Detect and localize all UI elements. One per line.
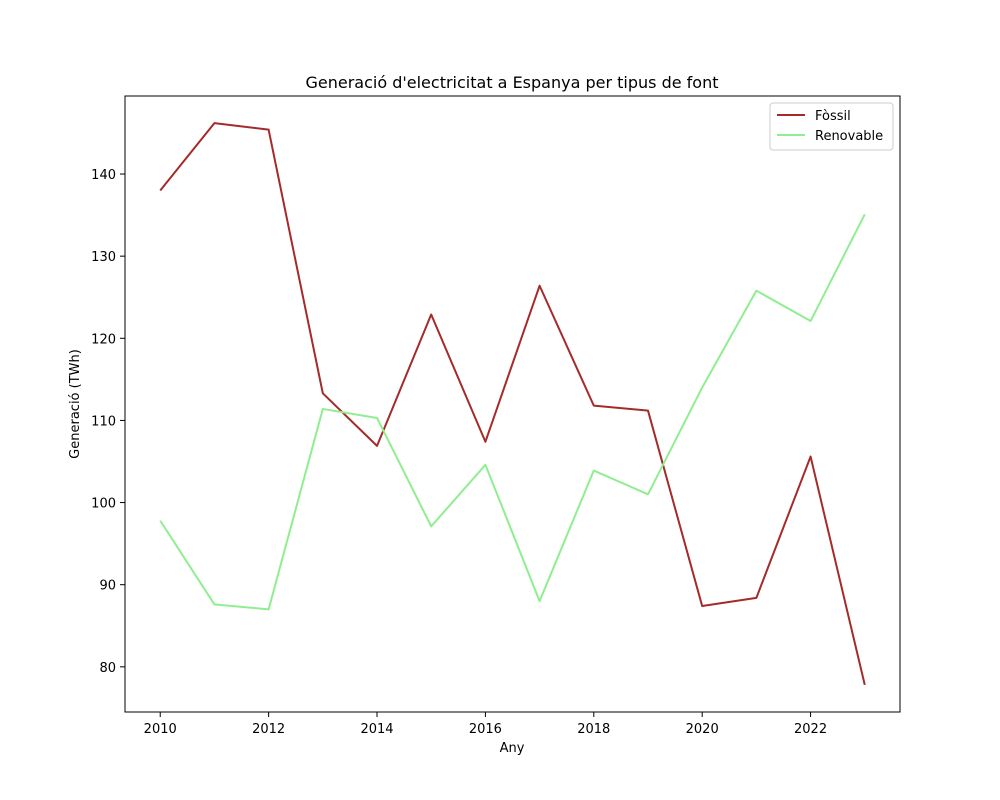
series-line-fossil [159,122,866,686]
legend-label-renewable: Renovable [815,129,883,144]
chart-title: Generació d'electricitat a Espanya per t… [305,73,718,92]
y-axis-label: Generació (TWh) [68,349,83,459]
x-tick-label: 2010 [144,722,177,737]
plot-frame [124,95,901,713]
plot-area [159,122,866,686]
x-tick-label: 2014 [360,722,393,737]
y-tick-label: 140 [91,168,116,183]
x-tick-label: 2012 [252,722,285,737]
x-axis: 2010 2012 2014 2016 2018 2020 2022 [144,712,827,737]
y-tick-label: 110 [91,414,116,429]
legend: Fòssil Renovable [769,102,894,151]
x-axis-label: Any [500,741,525,756]
series-line-renewable [159,213,866,611]
y-tick-label: 130 [91,250,116,265]
x-tick-label: 2018 [577,722,610,737]
y-axis: 80 90 100 110 120 130 140 [91,168,125,676]
y-tick-label: 90 [99,579,116,594]
legend-label-fossil: Fòssil [815,109,851,124]
y-tick-label: 120 [91,332,116,347]
y-tick-label: 100 [91,497,116,512]
y-tick-label: 80 [99,661,116,676]
x-tick-label: 2020 [686,722,719,737]
x-tick-label: 2016 [469,722,502,737]
x-tick-label: 2022 [794,722,827,737]
